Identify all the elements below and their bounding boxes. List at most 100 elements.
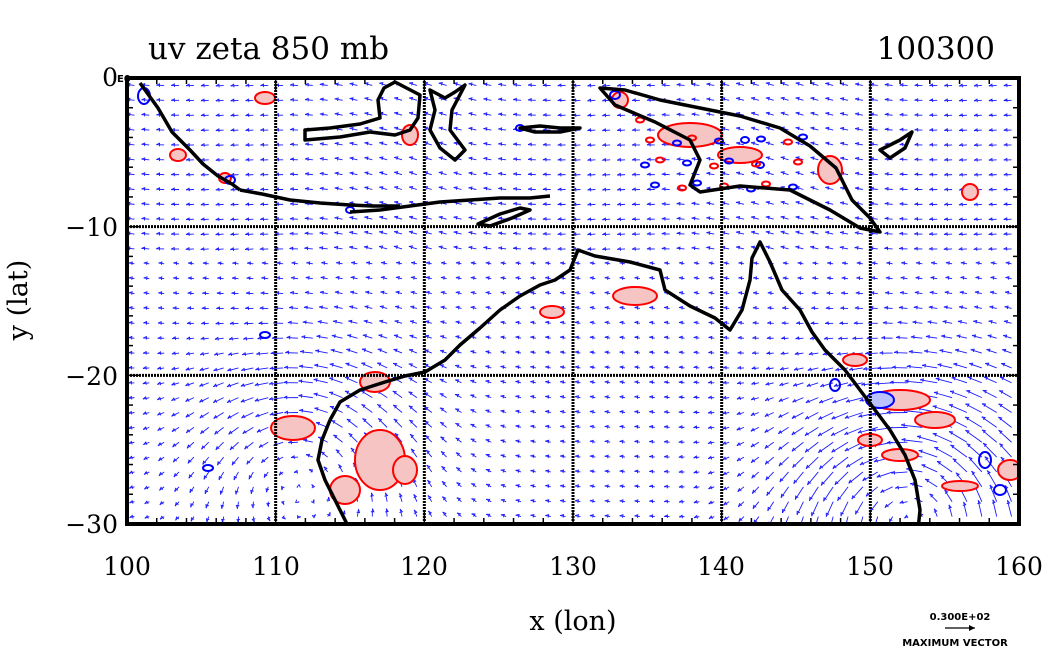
wind-vector bbox=[793, 367, 804, 371]
wind-arrowhead bbox=[1003, 334, 1008, 339]
wind-vector bbox=[587, 174, 596, 176]
wind-arrowhead bbox=[795, 96, 800, 101]
wind-arrowhead bbox=[470, 379, 475, 384]
wind-arrowhead bbox=[602, 172, 607, 177]
wind-vector bbox=[840, 98, 849, 101]
wind-arrowhead bbox=[722, 471, 727, 476]
wind-arrowhead bbox=[604, 380, 609, 384]
wind-arrowhead bbox=[935, 377, 940, 381]
wind-arrowhead bbox=[242, 429, 247, 434]
wind-vector bbox=[438, 157, 447, 161]
wind-arrowhead bbox=[753, 276, 758, 280]
wind-arrowhead bbox=[900, 276, 905, 280]
wind-arrowhead bbox=[646, 83, 651, 87]
wind-arrowhead bbox=[664, 320, 669, 325]
wind-vector bbox=[230, 129, 239, 132]
wind-vector bbox=[200, 114, 209, 117]
wind-arrowhead bbox=[513, 186, 517, 191]
wind-arrowhead bbox=[156, 216, 160, 221]
wind-vector bbox=[751, 382, 759, 385]
wind-arrowhead bbox=[943, 305, 948, 310]
wind-arrowhead bbox=[394, 171, 399, 175]
wind-arrowhead bbox=[899, 246, 903, 251]
corner-label: E0 bbox=[117, 74, 131, 85]
wind-vector bbox=[780, 112, 789, 116]
wind-arrowhead bbox=[470, 438, 475, 443]
wind-arrowhead bbox=[248, 475, 253, 480]
wind-arrowhead bbox=[438, 111, 443, 116]
wind-arrowhead bbox=[1003, 217, 1008, 221]
wind-arrowhead bbox=[1003, 232, 1008, 236]
wind-arrowhead bbox=[799, 526, 802, 529]
wind-arrowhead bbox=[780, 96, 785, 101]
wind-arrowhead bbox=[706, 246, 711, 250]
wind-arrowhead bbox=[349, 141, 354, 146]
wind-arrowhead bbox=[483, 246, 488, 250]
wind-arrowhead bbox=[512, 231, 517, 236]
wind-arrowhead bbox=[527, 202, 532, 206]
wind-arrowhead bbox=[791, 414, 796, 419]
wind-vector bbox=[349, 187, 358, 190]
wind-arrowhead bbox=[245, 142, 250, 147]
wind-arrowhead bbox=[129, 485, 134, 490]
wind-arrowhead bbox=[185, 127, 190, 132]
wind-vector bbox=[807, 471, 819, 486]
vorticity-contour-small bbox=[640, 161, 650, 169]
wind-arrowhead bbox=[185, 187, 190, 192]
wind-vector bbox=[453, 83, 462, 86]
wind-arrowhead bbox=[560, 380, 565, 384]
wind-arrowhead bbox=[884, 305, 888, 310]
wind-vector bbox=[906, 366, 923, 369]
wind-arrowhead bbox=[765, 171, 770, 175]
wind-vector bbox=[483, 157, 492, 161]
wind-vector bbox=[750, 412, 759, 416]
wind-vector bbox=[453, 127, 462, 131]
wind-vector bbox=[439, 364, 447, 369]
wind-arrowhead bbox=[205, 518, 210, 523]
wind-vector bbox=[200, 84, 209, 87]
wind-vector bbox=[157, 412, 165, 416]
wind-arrowhead bbox=[707, 395, 712, 400]
wind-arrowhead bbox=[319, 216, 324, 221]
wind-vector bbox=[362, 334, 373, 339]
wind-arrowhead bbox=[172, 443, 177, 448]
wind-arrowhead bbox=[217, 261, 222, 266]
wind-vector bbox=[213, 412, 224, 420]
wind-vector bbox=[602, 233, 611, 236]
wind-arrowhead bbox=[936, 460, 942, 465]
wind-arrowhead bbox=[411, 261, 416, 265]
wind-arrowhead bbox=[989, 290, 995, 295]
wind-arrowhead bbox=[230, 128, 235, 132]
wind-arrowhead bbox=[899, 231, 904, 236]
wind-vector bbox=[304, 84, 313, 86]
wind-arrowhead bbox=[230, 157, 235, 162]
wind-vector bbox=[379, 157, 388, 161]
wind-vector bbox=[884, 99, 893, 101]
wind-arrowhead bbox=[393, 348, 398, 353]
wind-arrowhead bbox=[455, 305, 460, 310]
wind-vector bbox=[408, 246, 418, 250]
wind-vector bbox=[393, 231, 403, 235]
wind-arrowhead bbox=[602, 113, 607, 118]
wind-arrowhead bbox=[216, 460, 221, 466]
wind-arrowhead bbox=[128, 261, 133, 266]
wind-arrowhead bbox=[973, 319, 978, 324]
wind-vector bbox=[376, 362, 388, 369]
wind-vector bbox=[319, 247, 328, 250]
wind-arrowhead bbox=[809, 336, 814, 341]
wind-arrowhead bbox=[693, 455, 698, 460]
wind-arrowhead bbox=[187, 291, 192, 295]
wind-arrowhead bbox=[409, 320, 415, 324]
wind-arrowhead bbox=[200, 232, 205, 237]
wind-arrowhead bbox=[778, 398, 783, 402]
wind-arrowhead bbox=[844, 415, 849, 419]
wind-vector bbox=[483, 187, 492, 190]
wind-vector bbox=[810, 246, 819, 250]
wind-arrowhead bbox=[986, 348, 991, 353]
wind-vector bbox=[736, 172, 745, 176]
wind-arrowhead bbox=[602, 98, 607, 103]
wind-arrowhead bbox=[708, 291, 713, 295]
wind-arrowhead bbox=[810, 171, 815, 175]
wind-arrowhead bbox=[245, 202, 250, 207]
wind-vector bbox=[199, 382, 209, 387]
